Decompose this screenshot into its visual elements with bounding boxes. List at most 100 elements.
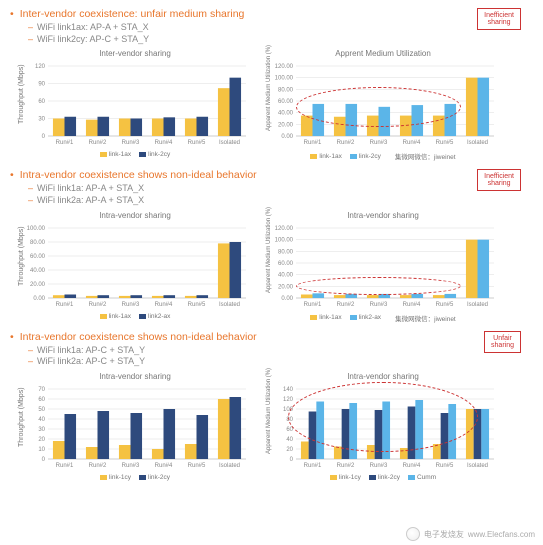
dash-icon: – bbox=[28, 195, 33, 205]
svg-text:80.00: 80.00 bbox=[30, 240, 46, 246]
subline-text: WiFi link1a: AP-A + STA_X bbox=[37, 183, 144, 193]
legend-swatch-icon bbox=[408, 475, 415, 480]
chart-legend: link-1cylink-2cy bbox=[20, 474, 250, 481]
svg-text:40: 40 bbox=[286, 437, 293, 443]
y-axis-label: Throughput (Mbps) bbox=[18, 65, 25, 125]
section: •Intra-vendor coexistence shows non-idea… bbox=[10, 169, 533, 322]
svg-text:100.00: 100.00 bbox=[275, 237, 294, 243]
legend-label: link-2cy bbox=[148, 151, 170, 158]
chart-legend: link-1ax link-2cy bbox=[20, 151, 250, 158]
section-title-text: Intra-vendor coexistence shows non-ideal… bbox=[20, 331, 257, 343]
svg-text:Isolated: Isolated bbox=[467, 463, 488, 469]
legend-label: link2-ax bbox=[359, 314, 381, 321]
svg-text:90: 90 bbox=[38, 82, 45, 88]
svg-text:0: 0 bbox=[42, 457, 46, 463]
watermark-url: www.Elecfans.com bbox=[468, 530, 535, 539]
svg-text:Isolated: Isolated bbox=[219, 302, 240, 308]
chart-title: Intra-vendor sharing bbox=[20, 211, 250, 220]
svg-text:0: 0 bbox=[42, 134, 46, 140]
svg-text:80: 80 bbox=[286, 417, 293, 423]
y-axis-label: Apparent Medium Utilization (%) bbox=[266, 45, 272, 131]
y-axis-label: Throughput (Mbps) bbox=[18, 388, 25, 448]
legend-item: Cumm bbox=[408, 474, 436, 481]
svg-text:Run#4: Run#4 bbox=[155, 140, 173, 146]
svg-text:Run#5: Run#5 bbox=[188, 140, 206, 146]
charts-row: Inter-vendor sharingThroughput (Mbps)030… bbox=[20, 49, 533, 161]
svg-text:20.00: 20.00 bbox=[278, 284, 294, 290]
right-chart: Intra-vendor sharingApparent Medium Util… bbox=[268, 372, 498, 481]
charts-row: Intra-vendor sharingThroughput (Mbps)0.0… bbox=[20, 211, 533, 323]
section-title-text: Intra-vendor coexistence shows non-ideal… bbox=[20, 169, 257, 181]
legend-label: link-1ax bbox=[319, 314, 341, 321]
legend-item: link2-ax bbox=[350, 313, 381, 323]
svg-text:Run#3: Run#3 bbox=[122, 140, 140, 146]
watermark-cn: 电子发烧友 bbox=[424, 529, 464, 540]
svg-text:Run#5: Run#5 bbox=[436, 463, 454, 469]
svg-text:Run#3: Run#3 bbox=[370, 302, 388, 308]
svg-text:Isolated: Isolated bbox=[219, 463, 240, 469]
svg-text:Run#1: Run#1 bbox=[304, 302, 322, 308]
svg-text:Run#1: Run#1 bbox=[56, 463, 74, 469]
svg-text:Run#1: Run#1 bbox=[56, 140, 74, 146]
section-subline: –WiFi link1a: AP-A + STA_X bbox=[28, 183, 533, 195]
subline-text: WiFi link1ax: AP-A + STA_X bbox=[37, 22, 149, 32]
subline-text: WiFi link2a: AP-C + STA_Y bbox=[37, 356, 145, 366]
svg-text:60: 60 bbox=[38, 397, 45, 403]
svg-text:Run#2: Run#2 bbox=[337, 302, 355, 308]
dash-icon: – bbox=[28, 34, 33, 44]
svg-text:0.00: 0.00 bbox=[281, 134, 293, 140]
svg-text:40.00: 40.00 bbox=[30, 268, 46, 274]
legend-label: link-2cy bbox=[359, 153, 381, 160]
svg-text:Isolated: Isolated bbox=[467, 140, 488, 146]
legend-swatch-icon bbox=[139, 314, 146, 319]
dash-icon: – bbox=[28, 356, 33, 366]
svg-text:10: 10 bbox=[38, 447, 45, 453]
chart-title: Apprent Medium Utilization bbox=[268, 49, 498, 58]
y-axis-label: Apparent Medium Utilization (%) bbox=[266, 368, 272, 454]
svg-text:30: 30 bbox=[38, 427, 45, 433]
section-subline: –WiFi link1ax: AP-A + STA_X bbox=[28, 22, 533, 34]
dash-icon: – bbox=[28, 183, 33, 193]
section-subline: –WiFi link1a: AP-C + STA_Y bbox=[28, 345, 533, 357]
svg-text:120: 120 bbox=[283, 397, 294, 403]
svg-text:Isolated: Isolated bbox=[467, 302, 488, 308]
chart-legend: link-1axlink2-ax bbox=[20, 313, 250, 320]
svg-text:Run#2: Run#2 bbox=[337, 463, 355, 469]
svg-text:100.00: 100.00 bbox=[27, 226, 46, 232]
legend-item: link-1ax bbox=[310, 313, 341, 323]
section: • Inter-vendor coexistence: unfair medium… bbox=[10, 8, 533, 161]
svg-text:80.00: 80.00 bbox=[278, 88, 294, 94]
legend-item: link-2cy bbox=[139, 151, 170, 158]
bullet-icon: • bbox=[10, 8, 14, 20]
legend-label: link-1ax bbox=[109, 151, 131, 158]
legend-swatch-icon bbox=[100, 314, 107, 319]
chart-legend: link-1axlink-2cy集微网微信：jiweinet bbox=[268, 151, 498, 161]
section-title: •Intra-vendor coexistence shows non-idea… bbox=[10, 169, 533, 181]
legend-label: link-1cy bbox=[339, 474, 361, 481]
section-title: •Intra-vendor coexistence shows non-idea… bbox=[10, 331, 533, 343]
svg-text:50: 50 bbox=[38, 407, 45, 413]
chart-title: Intra-vendor sharing bbox=[268, 211, 498, 220]
dash-icon: – bbox=[28, 345, 33, 355]
legend-swatch-icon bbox=[100, 152, 107, 157]
left-chart: Intra-vendor sharingThroughput (Mbps)0.0… bbox=[20, 211, 250, 323]
y-axis-label: Throughput (Mbps) bbox=[18, 226, 25, 286]
svg-text:80.00: 80.00 bbox=[278, 249, 294, 255]
watermark-bottom: 电子发烧友 www.Elecfans.com bbox=[406, 527, 535, 541]
svg-text:Run#2: Run#2 bbox=[337, 140, 355, 146]
right-chart: Apprent Medium UtilizationApparent Mediu… bbox=[268, 49, 498, 161]
svg-text:120.00: 120.00 bbox=[275, 64, 294, 70]
legend-label: link2-ax bbox=[148, 313, 170, 320]
svg-text:20: 20 bbox=[286, 447, 293, 453]
svg-text:20: 20 bbox=[38, 437, 45, 443]
section-title-text: Inter-vendor coexistence: unfair medium … bbox=[20, 8, 245, 20]
svg-text:Run#4: Run#4 bbox=[403, 140, 421, 146]
svg-text:70: 70 bbox=[38, 387, 45, 393]
svg-text:60.00: 60.00 bbox=[30, 254, 46, 260]
svg-text:40: 40 bbox=[38, 417, 45, 423]
legend-label: Cumm bbox=[417, 474, 436, 481]
subline-text: WiFi link2cy: AP-C + STA_Y bbox=[37, 34, 149, 44]
svg-text:20.00: 20.00 bbox=[30, 282, 46, 288]
svg-text:120: 120 bbox=[35, 64, 46, 70]
svg-text:60.00: 60.00 bbox=[278, 261, 294, 267]
